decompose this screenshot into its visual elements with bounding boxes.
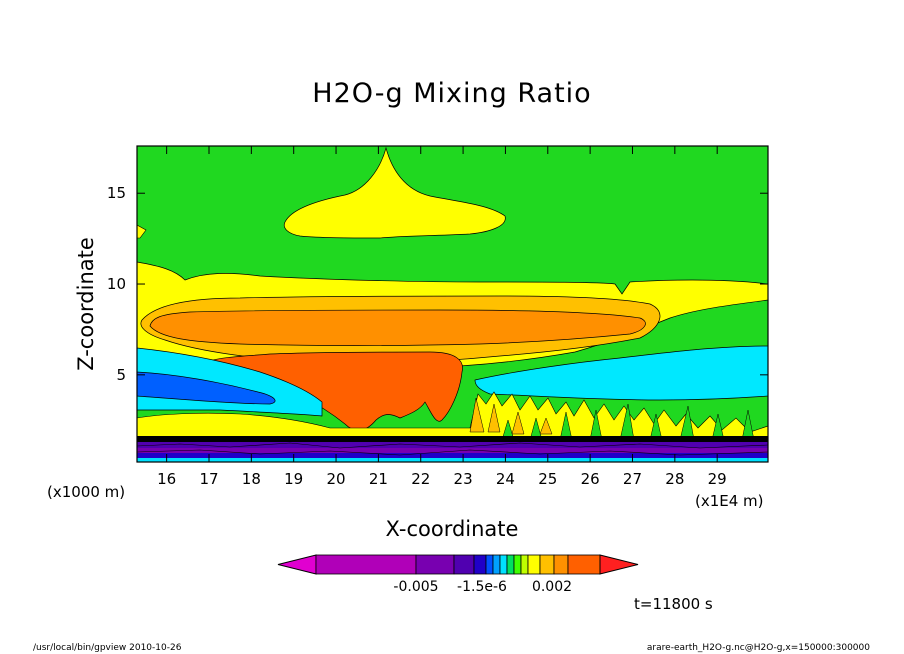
x-tick-label: 17: [199, 470, 218, 488]
colorbar-tick-label: -0.005: [393, 579, 438, 595]
y-tick-label: 10: [107, 275, 126, 293]
low-green-spikes: [501, 403, 755, 441]
colorbar-cell: [453, 554, 475, 575]
x-tick-label: 20: [326, 470, 345, 488]
x-unit-label: (x1E4 m): [695, 492, 764, 510]
y-unit-label: (x1000 m): [47, 483, 125, 501]
colorbar-tick-label: -1.5e-6: [457, 579, 507, 595]
colorbar-cell: [415, 554, 455, 575]
x-tick-label: 23: [454, 470, 473, 488]
boundary-contour-texture: [137, 442, 768, 456]
indigo-band: [137, 453, 768, 458]
x-tick-label: 24: [496, 470, 515, 488]
colorbar-cell: [506, 554, 515, 575]
low-yellow-layer: [137, 391, 768, 441]
yellow-edge-left: [137, 224, 147, 239]
colorbar-cell: [527, 554, 541, 575]
x-tick-label: 26: [581, 470, 600, 488]
purple-band-1: [137, 442, 768, 448]
colorbar-cell: [485, 554, 494, 575]
colorbar-cell: [473, 554, 487, 575]
colorbar-upper-triangle: [599, 554, 639, 575]
colorbar-ticks: -0.005 -1.5e-6 0.002: [393, 579, 572, 595]
colorbar-cell: [539, 554, 555, 575]
colorbar-cell: [492, 554, 501, 575]
black-boundary-line: [137, 436, 768, 442]
purple-band-2: [137, 448, 768, 453]
footer-left: /usr/local/bin/gpview 2010-10-26: [33, 643, 182, 653]
low-orange-spikes: [469, 397, 553, 435]
contour-field: [137, 146, 768, 462]
colorbar-lower-triangle: [277, 554, 317, 575]
chart-title: H2O-g Mixing Ratio: [312, 78, 591, 109]
colorbar-cell: [513, 554, 522, 575]
x-tick-label: 25: [538, 470, 557, 488]
y-tick-label: 5: [116, 366, 126, 384]
plot-frame: [136, 145, 769, 463]
colorbar-cell: [315, 554, 417, 575]
colorbar-cell: [520, 554, 529, 575]
x-tick-label: 22: [411, 470, 430, 488]
y-axis: 5 10 15: [107, 184, 768, 384]
upper-yellow-region: [283, 146, 506, 239]
x-tick-label: 18: [242, 470, 261, 488]
dark-orange-column: [203, 351, 463, 431]
x-tick-label: 19: [284, 470, 303, 488]
x-tick-label: 21: [369, 470, 388, 488]
time-label: t=11800 s: [634, 595, 713, 613]
x-tick-label: 16: [157, 470, 176, 488]
y-axis-title: Z-coordinate: [74, 237, 98, 371]
colorbar-cell: [553, 554, 569, 575]
blue-lens: [137, 371, 276, 405]
colorbar-cell: [567, 554, 601, 575]
colorbar-cell: [499, 554, 508, 575]
x-tick-label: 27: [623, 470, 642, 488]
bottom-cyan-band: [137, 458, 768, 462]
orange-core: [149, 309, 646, 346]
footer-right: arare-earth_H2O-g.nc@H2O-g,x=150000:3000…: [647, 643, 870, 653]
x-axis-title: X-coordinate: [386, 517, 519, 541]
x-tick-label: 29: [708, 470, 727, 488]
colorbar-tick-label: 0.002: [532, 579, 572, 595]
x-tick-label: 28: [665, 470, 684, 488]
cyan-band-right: [474, 345, 768, 401]
x-axis: 16 17 18 19 20 21 22 23 24 25 26 27 28 29: [157, 146, 727, 488]
colorbar: [277, 554, 639, 575]
y-tick-label: 15: [107, 184, 126, 202]
